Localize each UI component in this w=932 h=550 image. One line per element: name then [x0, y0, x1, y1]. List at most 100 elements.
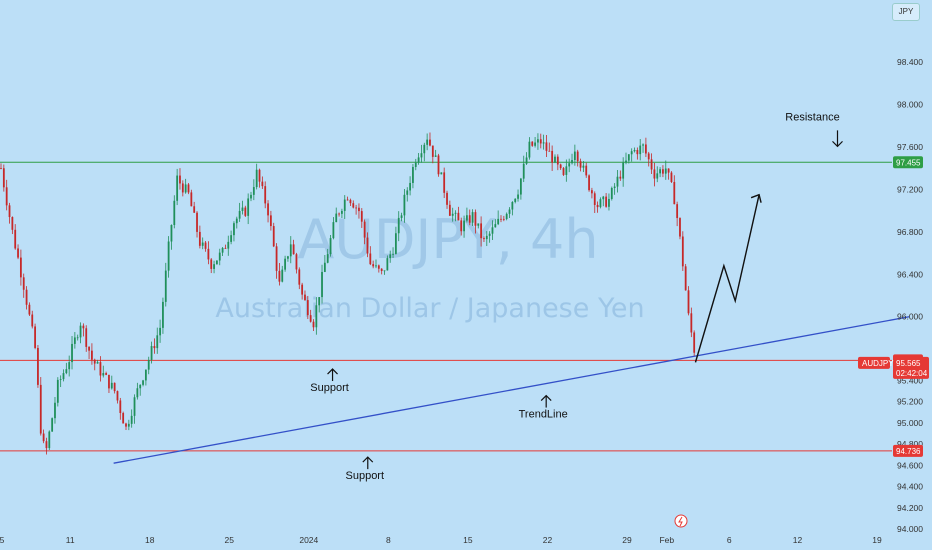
- candle-body[interactable]: [539, 139, 542, 144]
- candle-body[interactable]: [213, 264, 215, 269]
- candle-body[interactable]: [218, 252, 221, 261]
- candle-body[interactable]: [312, 321, 315, 328]
- candle-body[interactable]: [267, 203, 269, 216]
- candle-body[interactable]: [133, 397, 136, 416]
- candle-body[interactable]: [71, 343, 73, 363]
- candle-body[interactable]: [210, 259, 213, 269]
- candle-body[interactable]: [65, 369, 68, 374]
- candle-body[interactable]: [437, 155, 440, 175]
- candle-body[interactable]: [289, 244, 292, 257]
- candle-body[interactable]: [252, 187, 255, 195]
- candle-body[interactable]: [568, 163, 571, 167]
- candle-body[interactable]: [323, 262, 326, 272]
- candle-body[interactable]: [446, 192, 448, 205]
- candle-body[interactable]: [494, 224, 497, 228]
- candle-body[interactable]: [315, 305, 318, 328]
- price-tag-resistance[interactable]: [893, 156, 923, 169]
- candle-body[interactable]: [159, 327, 161, 336]
- candle-body[interactable]: [491, 227, 494, 234]
- candle-body[interactable]: [45, 441, 48, 449]
- candle-body[interactable]: [216, 260, 218, 265]
- candle-body[interactable]: [201, 242, 204, 246]
- candle-body[interactable]: [576, 151, 579, 162]
- candle-body[interactable]: [91, 350, 93, 360]
- candle-body[interactable]: [468, 215, 471, 223]
- candle-body[interactable]: [534, 142, 536, 146]
- candle-body[interactable]: [113, 382, 116, 392]
- candle-body[interactable]: [360, 211, 363, 222]
- candle-body[interactable]: [116, 391, 119, 401]
- candle-body[interactable]: [14, 229, 17, 249]
- candle-body[interactable]: [332, 222, 335, 239]
- candle-body[interactable]: [406, 190, 409, 195]
- candle-body[interactable]: [608, 198, 610, 207]
- candle-body[interactable]: [264, 186, 267, 204]
- candle-body[interactable]: [196, 212, 198, 232]
- candle-body[interactable]: [474, 212, 477, 226]
- candle-body[interactable]: [321, 271, 323, 298]
- candle-body[interactable]: [537, 139, 539, 143]
- candle-body[interactable]: [142, 380, 144, 385]
- candle-body[interactable]: [528, 141, 531, 158]
- candle-body[interactable]: [440, 172, 443, 175]
- candle-body[interactable]: [167, 241, 170, 271]
- candle-body[interactable]: [224, 247, 227, 249]
- candle-body[interactable]: [306, 300, 309, 316]
- candle-body[interactable]: [227, 241, 230, 249]
- candle-body[interactable]: [480, 223, 483, 239]
- candle-body[interactable]: [31, 314, 34, 327]
- candle-body[interactable]: [420, 153, 423, 158]
- candle-body[interactable]: [551, 150, 554, 163]
- candle-body[interactable]: [122, 413, 125, 424]
- candle-body[interactable]: [434, 155, 437, 157]
- symbol-tag[interactable]: [858, 356, 890, 369]
- candle-body[interactable]: [412, 166, 414, 183]
- candle-body[interactable]: [281, 269, 284, 282]
- candle-body[interactable]: [414, 162, 417, 167]
- candle-body[interactable]: [630, 151, 633, 155]
- candle-body[interactable]: [51, 418, 54, 432]
- candle-body[interactable]: [198, 231, 201, 246]
- candle-body[interactable]: [431, 145, 434, 157]
- candle-body[interactable]: [88, 346, 90, 351]
- candle-body[interactable]: [656, 173, 659, 179]
- candle-body[interactable]: [502, 218, 505, 220]
- candle-body[interactable]: [82, 325, 85, 329]
- candle-body[interactable]: [571, 160, 573, 164]
- candle-body[interactable]: [366, 237, 369, 254]
- candle-body[interactable]: [73, 337, 76, 344]
- candle-body[interactable]: [25, 289, 28, 305]
- candle-body[interactable]: [372, 264, 375, 267]
- candle-body[interactable]: [644, 144, 647, 154]
- candle-body[interactable]: [352, 203, 355, 208]
- candle-body[interactable]: [329, 238, 332, 255]
- candle-body[interactable]: [591, 190, 593, 194]
- candle-body[interactable]: [269, 215, 272, 227]
- candle-body[interactable]: [451, 213, 454, 216]
- candle-body[interactable]: [659, 169, 661, 174]
- candle-body[interactable]: [341, 210, 343, 214]
- candle-body[interactable]: [627, 154, 630, 161]
- candle-body[interactable]: [0, 168, 2, 169]
- candle-body[interactable]: [693, 332, 696, 353]
- candle-body[interactable]: [471, 212, 474, 223]
- candle-body[interactable]: [287, 256, 289, 259]
- candle-body[interactable]: [400, 215, 403, 218]
- candle-body[interactable]: [613, 186, 616, 188]
- candle-body[interactable]: [355, 207, 358, 209]
- candle-body[interactable]: [119, 400, 122, 414]
- candle-body[interactable]: [358, 207, 360, 212]
- candle-body[interactable]: [304, 294, 306, 301]
- candle-body[interactable]: [573, 151, 576, 161]
- candle-body[interactable]: [130, 415, 133, 424]
- candle-body[interactable]: [139, 384, 142, 389]
- candle-body[interactable]: [554, 156, 556, 163]
- candle-body[interactable]: [170, 224, 173, 242]
- candle-body[interactable]: [292, 244, 295, 255]
- candle-body[interactable]: [488, 233, 491, 236]
- candle-body[interactable]: [684, 266, 687, 291]
- candle-body[interactable]: [17, 248, 19, 258]
- candle-body[interactable]: [207, 248, 210, 260]
- candle-body[interactable]: [164, 270, 167, 302]
